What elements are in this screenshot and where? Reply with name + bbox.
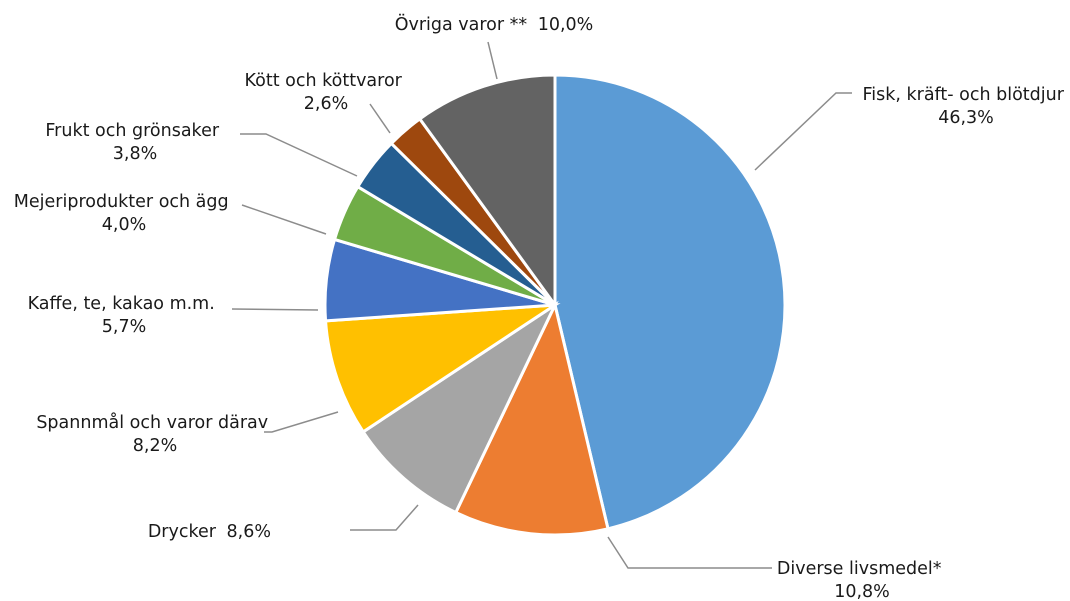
value-label: 5,7% [102, 317, 146, 337]
data-label-spannmal: Spannmål och varor därav 8,2% [36, 412, 273, 456]
category-label: Mejeriprodukter och ägg [14, 192, 229, 212]
category-label: Spannmål och varor därav [36, 412, 268, 433]
data-label-fisk: Fisk, kräft- och blötdjur 46,3% [862, 85, 1069, 128]
leader-line-ovriga [487, 41, 498, 80]
leader-lines [231, 41, 852, 569]
pie-slices [323, 73, 787, 537]
data-label-frukt: Frukt och grönsaker 3,8% [45, 121, 224, 164]
leader-line-drycker [350, 504, 419, 531]
data-label-drycker: Drycker 8,6% [148, 522, 271, 542]
value-label: 2,6% [304, 94, 348, 114]
category-label: Diverse livsmedel* [777, 559, 942, 579]
data-label-kaffe: Kaffe, te, kakao m.m. 5,7% [28, 294, 221, 337]
leader-line-mejeri [241, 204, 327, 235]
value-label: 3,8% [113, 144, 157, 164]
category-label: Övriga varor ** [395, 13, 528, 35]
leader-line-spannmal [264, 411, 339, 433]
category-label: Kaffe, te, kakao m.m. [28, 294, 215, 314]
value-label: 10,8% [834, 582, 890, 601]
leader-line-kaffe [231, 308, 319, 311]
value-label: 8,6% [227, 522, 271, 542]
value-label: 8,2% [133, 436, 177, 456]
category-label: Kött och köttvaror [245, 71, 403, 91]
category-label: Fisk, kräft- och blötdjur [862, 85, 1064, 105]
leader-line-diverse [607, 536, 772, 569]
pie-slice-0 [553, 73, 787, 531]
pie-slice-3 [323, 303, 561, 434]
category-label: Drycker [148, 522, 217, 542]
value-label: 4,0% [102, 215, 146, 235]
category-label: Frukt och grönsaker [45, 121, 219, 141]
pie-slice-1 [453, 300, 610, 537]
pie-slice-8 [417, 73, 557, 310]
pie-slice-2 [361, 300, 559, 515]
leader-line-fisk [754, 92, 852, 171]
data-label-ovriga: Övriga varor ** 10,0% [395, 13, 594, 35]
leader-line-frukt [240, 133, 358, 177]
value-label: 10,0% [538, 15, 594, 35]
data-label-kott: Kött och köttvaror 2,6% [245, 71, 408, 114]
value-label: 46,3% [938, 108, 994, 128]
data-label-mejeri: Mejeriprodukter och ägg 4,0% [14, 192, 234, 235]
leader-line-kott [369, 103, 391, 134]
data-label-diverse: Diverse livsmedel* 10,8% [777, 559, 947, 601]
data-labels: Fisk, kräft- och blötdjur 46,3% Diverse … [14, 13, 1069, 601]
